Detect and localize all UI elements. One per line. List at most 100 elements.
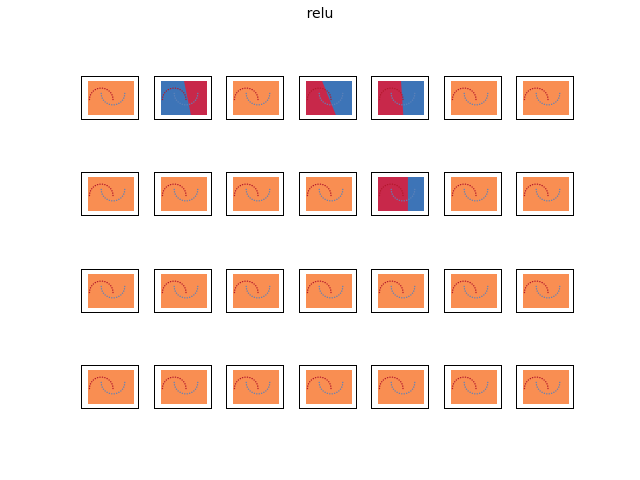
data-point xyxy=(241,376,244,379)
data-point xyxy=(541,88,543,91)
data-point xyxy=(241,87,244,90)
data-point xyxy=(118,102,120,105)
data-point xyxy=(318,384,321,386)
data-point xyxy=(184,383,186,385)
data-point xyxy=(188,296,191,299)
region-fill xyxy=(451,177,497,211)
data-point xyxy=(108,186,110,188)
data-point xyxy=(535,191,538,193)
subplot-canvas xyxy=(161,81,207,115)
data-point xyxy=(400,381,402,383)
data-point xyxy=(106,198,108,201)
data-point xyxy=(89,96,91,98)
data-point xyxy=(471,186,473,188)
data-point xyxy=(541,198,543,201)
data-point xyxy=(410,101,412,103)
data-point xyxy=(177,183,179,186)
data-point xyxy=(110,92,112,94)
data-point xyxy=(306,387,309,390)
data-point xyxy=(196,95,199,97)
data-point xyxy=(403,297,405,299)
subplot-canvas xyxy=(378,177,424,211)
data-point xyxy=(527,283,530,285)
data-point xyxy=(186,297,188,299)
region-fill xyxy=(306,274,352,308)
data-point xyxy=(115,392,118,395)
data-point xyxy=(535,92,537,95)
data-point xyxy=(463,384,466,386)
data-point xyxy=(89,383,92,385)
data-point xyxy=(185,96,187,98)
data-point xyxy=(381,92,383,94)
data-point xyxy=(553,295,555,298)
data-point xyxy=(390,188,392,191)
data-point xyxy=(459,280,462,283)
data-point xyxy=(546,200,548,202)
data-point xyxy=(108,296,111,299)
data-point xyxy=(237,379,240,381)
data-point xyxy=(526,92,528,94)
data-point xyxy=(474,287,476,289)
data-point xyxy=(413,288,416,290)
data-point xyxy=(378,387,381,390)
data-point xyxy=(410,390,412,392)
data-point xyxy=(120,294,122,296)
data-point xyxy=(467,87,469,90)
data-point xyxy=(237,283,240,285)
data-point xyxy=(408,391,410,394)
data-point xyxy=(177,280,179,283)
data-point xyxy=(341,384,344,386)
data-point xyxy=(465,388,468,390)
data-point xyxy=(329,287,331,289)
data-point xyxy=(106,377,108,380)
data-point xyxy=(413,97,415,99)
data-point xyxy=(177,390,179,392)
data-point xyxy=(185,291,187,294)
data-point xyxy=(183,92,185,94)
data-point xyxy=(391,193,393,195)
data-point xyxy=(338,390,340,392)
data-point xyxy=(193,197,195,199)
data-point xyxy=(478,199,481,202)
data-point xyxy=(186,393,188,395)
data-point xyxy=(244,376,246,378)
data-point xyxy=(234,385,236,387)
data-point xyxy=(310,379,313,381)
data-point xyxy=(183,381,185,383)
data-point xyxy=(401,287,403,289)
data-point xyxy=(108,283,110,285)
data-point xyxy=(471,283,473,285)
data-point xyxy=(413,191,416,193)
data-point xyxy=(391,87,394,89)
data-point xyxy=(100,188,102,191)
data-point xyxy=(405,103,408,106)
data-point xyxy=(179,377,181,380)
data-point xyxy=(113,393,115,395)
data-point xyxy=(555,390,557,392)
data-point xyxy=(318,285,320,288)
data-point xyxy=(386,87,389,90)
data-point xyxy=(341,95,344,97)
data-point xyxy=(324,198,326,201)
data-point xyxy=(256,104,258,106)
data-point xyxy=(241,280,244,283)
data-point xyxy=(481,198,483,201)
data-point xyxy=(181,186,183,188)
data-point xyxy=(173,191,176,193)
data-point xyxy=(234,190,237,192)
data-point xyxy=(471,379,473,381)
data-point xyxy=(330,387,332,390)
data-point xyxy=(326,90,328,92)
subplot-panel xyxy=(81,269,139,313)
data-point xyxy=(94,88,97,91)
region-fill xyxy=(88,177,134,211)
subplot-canvas xyxy=(306,274,352,308)
data-point xyxy=(324,102,326,105)
data-point xyxy=(100,288,103,290)
data-point xyxy=(333,392,336,395)
data-point xyxy=(111,393,113,395)
data-point xyxy=(398,296,401,299)
data-point xyxy=(318,191,321,193)
data-point xyxy=(162,287,165,289)
data-point xyxy=(541,391,543,394)
